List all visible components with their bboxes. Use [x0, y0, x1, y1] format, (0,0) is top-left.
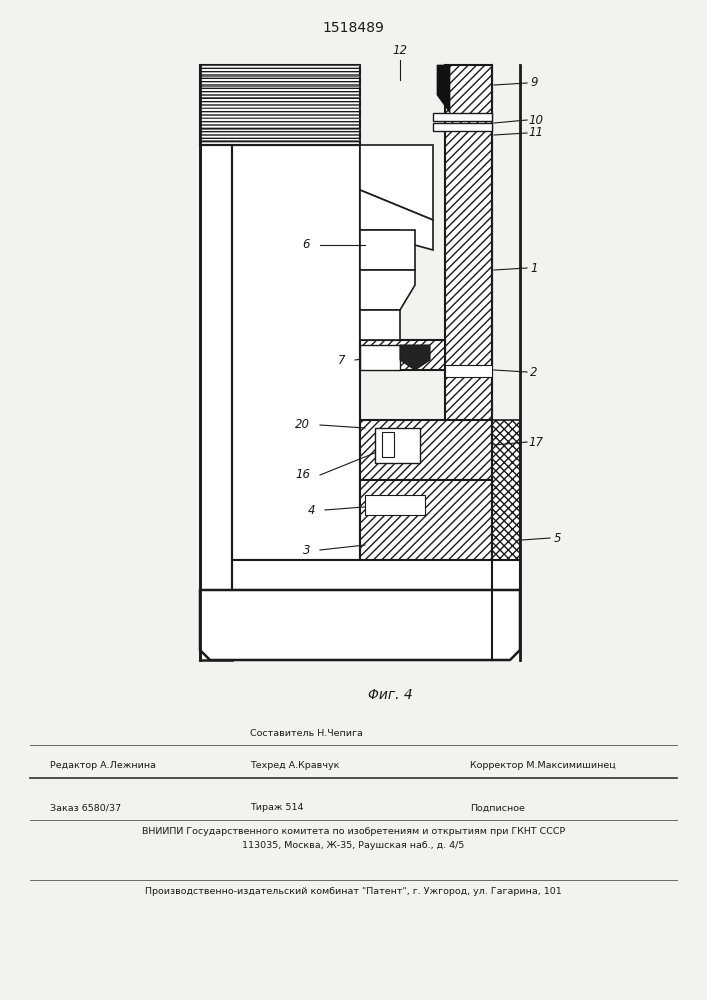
- Polygon shape: [433, 123, 492, 131]
- Polygon shape: [400, 345, 430, 370]
- Polygon shape: [200, 65, 520, 660]
- Text: 2: 2: [530, 365, 538, 378]
- Polygon shape: [360, 310, 400, 340]
- Polygon shape: [365, 495, 425, 515]
- Text: Тираж 514: Тираж 514: [250, 804, 303, 812]
- Text: 9: 9: [530, 77, 538, 90]
- Text: 6: 6: [303, 238, 310, 251]
- Text: 20: 20: [295, 418, 310, 432]
- Polygon shape: [437, 65, 450, 113]
- Text: 113035, Москва, Ж-35, Раушская наб., д. 4/5: 113035, Москва, Ж-35, Раушская наб., д. …: [243, 840, 464, 850]
- Text: 10: 10: [529, 113, 544, 126]
- Polygon shape: [445, 65, 492, 660]
- Text: 4: 4: [308, 504, 315, 516]
- Text: Корректор М.Максимишинец: Корректор М.Максимишинец: [470, 762, 616, 770]
- Polygon shape: [492, 420, 520, 560]
- Polygon shape: [200, 65, 360, 145]
- Text: ВНИИПИ Государственного комитета по изобретениям и открытиям при ГКНТ СССР: ВНИИПИ Государственного комитета по изоб…: [142, 828, 565, 836]
- Text: 1: 1: [530, 261, 538, 274]
- Text: Редактор А.Лежнина: Редактор А.Лежнина: [50, 762, 156, 770]
- Polygon shape: [200, 590, 520, 660]
- Text: Подписное: Подписное: [470, 804, 525, 812]
- Text: 5: 5: [554, 532, 562, 544]
- Polygon shape: [382, 432, 394, 457]
- Text: 11: 11: [529, 126, 544, 139]
- Polygon shape: [375, 428, 420, 463]
- Text: Заказ 6580/37: Заказ 6580/37: [50, 804, 121, 812]
- Text: 3: 3: [303, 544, 310, 556]
- Polygon shape: [200, 65, 232, 660]
- Polygon shape: [433, 113, 492, 121]
- Text: Техред А.Кравчук: Техред А.Кравчук: [250, 762, 339, 770]
- Text: Составитель Н.Чепига: Составитель Н.Чепига: [250, 728, 363, 738]
- Polygon shape: [360, 270, 415, 310]
- Polygon shape: [360, 190, 433, 250]
- Text: 12: 12: [392, 44, 407, 57]
- Text: 1518489: 1518489: [322, 21, 385, 35]
- Text: 16: 16: [295, 468, 310, 482]
- Polygon shape: [360, 345, 400, 370]
- Polygon shape: [360, 230, 415, 270]
- Polygon shape: [232, 145, 360, 560]
- Polygon shape: [232, 560, 520, 590]
- Polygon shape: [445, 365, 492, 377]
- Polygon shape: [360, 340, 445, 370]
- Text: Производственно-издательский комбинат "Патент", г. Ужгород, ул. Гагарина, 101: Производственно-издательский комбинат "П…: [145, 888, 562, 896]
- Text: 17: 17: [529, 436, 544, 448]
- Text: Φиг. 4: Φиг. 4: [368, 688, 412, 702]
- Polygon shape: [360, 145, 433, 220]
- Text: 7: 7: [337, 354, 345, 366]
- Polygon shape: [360, 420, 492, 480]
- Polygon shape: [360, 480, 492, 560]
